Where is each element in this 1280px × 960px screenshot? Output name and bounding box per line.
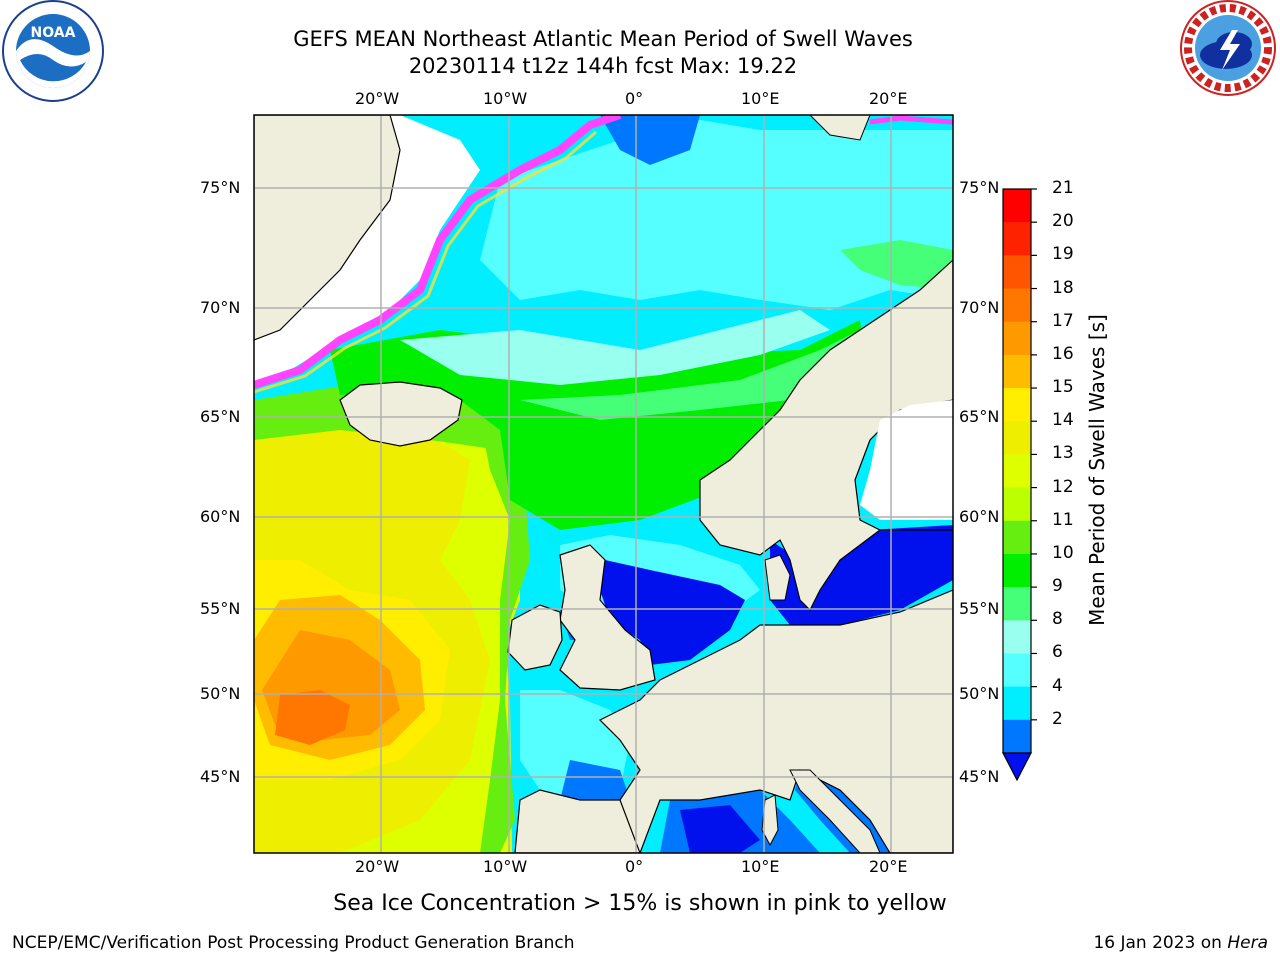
swell-field-9-10s <box>520 330 860 420</box>
national-weather-service-logo <box>1180 0 1276 96</box>
colorbar-label: Mean Period of Swell Waves [s] <box>1085 314 1109 626</box>
sea-ice-edge-yellow <box>254 130 597 394</box>
svg-text:NOAA: NOAA <box>31 25 76 41</box>
swell-field-2-4s-north <box>600 115 700 165</box>
chart-subtitle: 20230114 t12z 144h fcst Max: 19.22 <box>408 54 798 78</box>
colorbar <box>1003 189 1031 754</box>
map-frame <box>253 114 954 854</box>
denmark-land <box>764 554 791 601</box>
colorbar-segment <box>1003 189 1031 223</box>
lat-tick-right: 55°N <box>959 599 1000 618</box>
credit-line: NCEP/EMC/Verification Post Processing Pr… <box>12 933 575 953</box>
continental-europe-land <box>598 589 953 853</box>
colorbar-segment <box>1003 421 1031 455</box>
great-britain-land <box>559 544 656 691</box>
colorbar-extend-arrow <box>1002 752 1032 782</box>
colorbar-segment <box>1003 255 1031 290</box>
lat-tick-right: 45°N <box>959 767 1000 786</box>
date-line: 16 Jan 2023 on Hera <box>1093 933 1268 953</box>
lon-tick-bottom: 20°E <box>869 857 908 876</box>
colorbar-tick-label: 9 <box>1052 576 1063 597</box>
colorbar-tick-label: 17 <box>1052 310 1074 331</box>
lat-tick-left: 70°N <box>200 298 241 317</box>
biscay-low-field <box>560 760 630 805</box>
colorbar-frame <box>1002 188 1032 754</box>
colorbar-segment <box>1003 222 1031 256</box>
iberia-land <box>514 789 641 853</box>
sea-ice-note: Sea Ice Concentration > 15% is shown in … <box>333 891 947 916</box>
colorbar-tick-label: 13 <box>1052 443 1074 464</box>
gulf-of-bothnia <box>860 300 953 520</box>
lat-tick-right: 75°N <box>959 178 1000 197</box>
greenland-land <box>254 115 401 341</box>
colorbar-tick-label: 11 <box>1052 509 1074 530</box>
ireland-land <box>507 604 563 671</box>
noaa-logo: NOAA <box>2 0 104 102</box>
colorbar-tick-label: 21 <box>1052 178 1074 198</box>
lon-tick-top: 0° <box>625 89 644 108</box>
colorbar-tick-label: 6 <box>1052 642 1063 663</box>
swell-field-8-9s <box>400 310 830 385</box>
italy-land <box>789 769 881 853</box>
lon-tick-bottom: 10°E <box>741 857 780 876</box>
colorbar-segment <box>1003 520 1031 555</box>
colorbar-tick-label: 14 <box>1052 410 1074 431</box>
lon-tick-bottom: 20°W <box>355 857 400 876</box>
machine-name: Hera <box>1227 933 1268 953</box>
colorbar-segment <box>1003 686 1031 721</box>
lon-tick-bottom: 0° <box>625 857 644 876</box>
swell-field-18-19s <box>275 690 350 745</box>
lat-tick-left: 60°N <box>200 507 241 526</box>
gridlines <box>254 115 953 853</box>
colorbar-tick-label: 20 <box>1052 211 1074 232</box>
swell-field-11-12s-shelf <box>480 420 530 853</box>
lat-tick-right: 50°N <box>959 684 1000 703</box>
lat-tick-right: 70°N <box>959 298 1000 317</box>
colorbar-tick-label: 4 <box>1052 675 1063 696</box>
colorbar-segment <box>1003 719 1031 754</box>
colorbar-segment <box>1003 487 1031 522</box>
colorbar-segment <box>1003 454 1031 489</box>
svalbard-land <box>809 115 871 141</box>
colorbar-tick-label: 16 <box>1052 343 1074 364</box>
swell-field-barents <box>840 240 953 290</box>
sardinia-land <box>761 794 779 847</box>
colorbar-segment <box>1003 288 1031 323</box>
colorbar-segment <box>1003 620 1031 654</box>
lon-tick-top: 20°W <box>355 89 400 108</box>
lat-tick-right: 65°N <box>959 407 1000 426</box>
colorbar-segment <box>1003 653 1031 688</box>
lon-tick-bottom: 10°W <box>483 857 528 876</box>
lat-tick-left: 55°N <box>200 599 241 618</box>
lat-tick-left: 50°N <box>200 684 241 703</box>
colorbar-segment <box>1003 553 1031 588</box>
colorbar-segment <box>1003 354 1031 389</box>
colorbar-tick-marks <box>1031 188 1037 721</box>
lat-tick-left: 75°N <box>200 178 241 197</box>
colorbar-tick-label: 19 <box>1052 244 1074 265</box>
lon-tick-top: 20°E <box>869 89 908 108</box>
lat-tick-right: 60°N <box>959 507 1000 526</box>
chart-title: GEFS MEAN Northeast Atlantic Mean Period… <box>293 27 913 51</box>
colorbar-segment <box>1003 587 1031 621</box>
date-text: 16 Jan 2023 on <box>1093 933 1222 953</box>
iceland-land <box>339 381 463 447</box>
mediterranean-low-field <box>680 805 760 853</box>
sea-ice-edge-svalbard <box>869 115 953 125</box>
colorbar-segment <box>1003 321 1031 356</box>
colorbar-tick-label: 10 <box>1052 542 1074 563</box>
swell-field-6-8s <box>480 120 953 310</box>
colorbar-tick-label: 18 <box>1052 277 1074 298</box>
colorbar-tick-label: 8 <box>1052 609 1063 630</box>
colorbar-tick-label: 2 <box>1052 708 1063 729</box>
colorbar-tick-label: 15 <box>1052 377 1074 398</box>
lat-tick-left: 65°N <box>200 407 241 426</box>
colorbar-segment <box>1003 388 1031 422</box>
lon-tick-top: 10°E <box>741 89 780 108</box>
sea-ice-edge <box>254 115 622 389</box>
lat-tick-left: 45°N <box>200 767 241 786</box>
colorbar-tick-label: 12 <box>1052 476 1074 497</box>
lon-tick-top: 10°W <box>483 89 528 108</box>
